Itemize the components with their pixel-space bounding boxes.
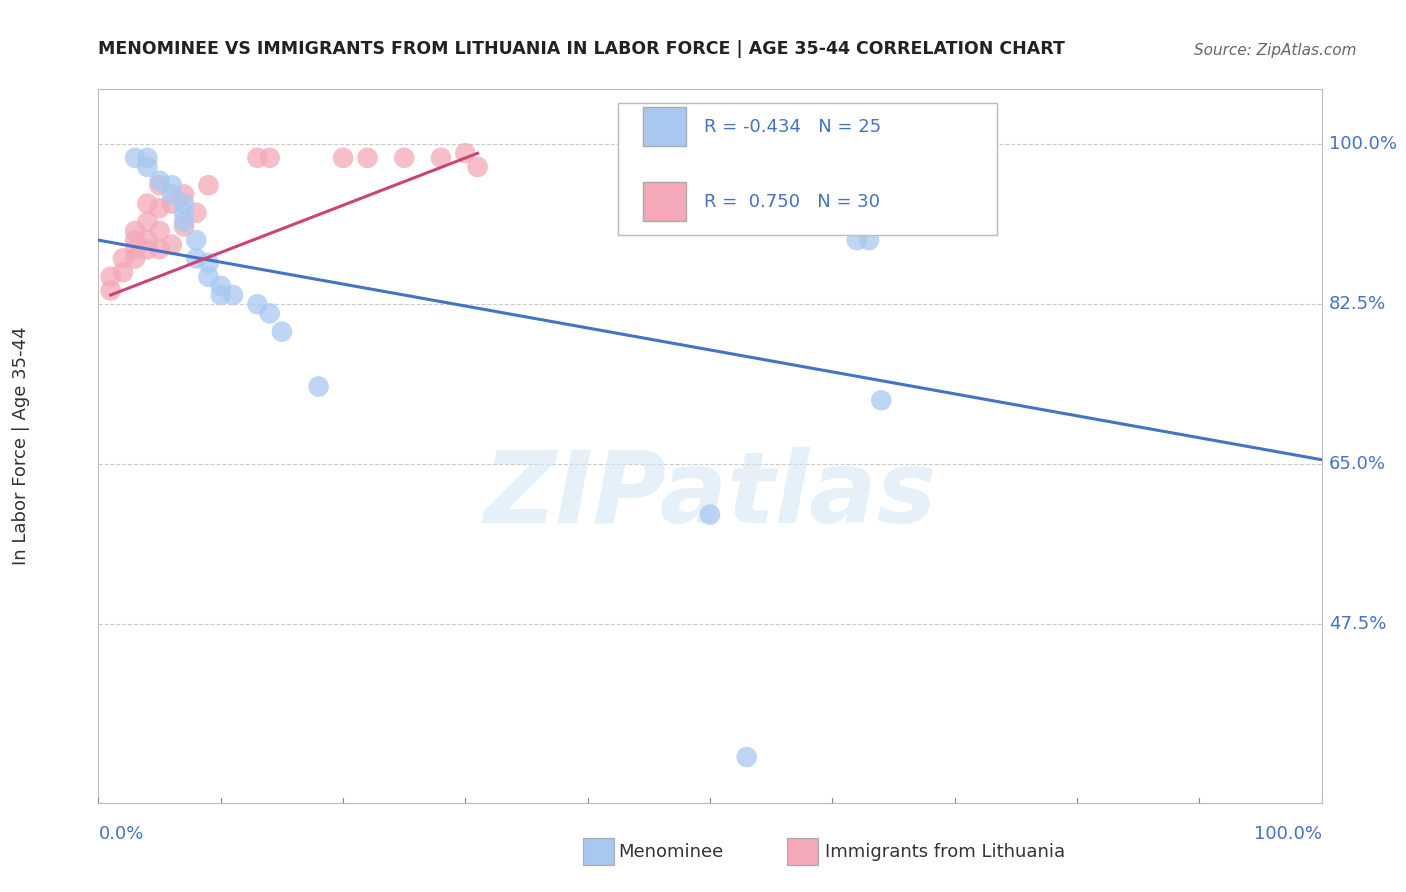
Point bbox=[136, 151, 159, 165]
Point bbox=[246, 151, 269, 165]
Point bbox=[160, 178, 183, 193]
Text: 100.0%: 100.0% bbox=[1329, 135, 1396, 153]
Text: R =  0.750   N = 30: R = 0.750 N = 30 bbox=[704, 193, 880, 211]
Point bbox=[149, 242, 172, 256]
Point bbox=[173, 196, 195, 211]
FancyBboxPatch shape bbox=[619, 103, 997, 235]
Point bbox=[699, 508, 721, 522]
Point bbox=[124, 252, 146, 266]
Point bbox=[136, 242, 159, 256]
Point bbox=[100, 269, 122, 284]
Text: In Labor Force | Age 35-44: In Labor Force | Age 35-44 bbox=[13, 326, 30, 566]
Point bbox=[467, 160, 489, 174]
Text: R = -0.434   N = 25: R = -0.434 N = 25 bbox=[704, 118, 882, 136]
Point bbox=[356, 151, 378, 165]
Point bbox=[259, 151, 281, 165]
Text: 47.5%: 47.5% bbox=[1329, 615, 1386, 633]
Point bbox=[454, 146, 477, 161]
Text: 82.5%: 82.5% bbox=[1329, 295, 1386, 313]
Point bbox=[186, 252, 208, 266]
Point bbox=[209, 279, 232, 293]
Point bbox=[308, 379, 330, 393]
Point bbox=[735, 750, 758, 764]
Text: Menominee: Menominee bbox=[619, 843, 724, 861]
Text: Immigrants from Lithuania: Immigrants from Lithuania bbox=[825, 843, 1066, 861]
Point bbox=[124, 233, 146, 247]
Point bbox=[430, 151, 453, 165]
FancyBboxPatch shape bbox=[643, 182, 686, 221]
Point bbox=[186, 233, 208, 247]
Text: 0.0%: 0.0% bbox=[98, 825, 143, 843]
Point bbox=[100, 284, 122, 298]
Point bbox=[173, 219, 195, 234]
Point bbox=[149, 201, 172, 215]
Point bbox=[149, 224, 172, 238]
Text: Source: ZipAtlas.com: Source: ZipAtlas.com bbox=[1194, 43, 1357, 58]
Point bbox=[259, 306, 281, 320]
Text: 100.0%: 100.0% bbox=[1254, 825, 1322, 843]
Point bbox=[845, 233, 868, 247]
Text: ZIPatlas: ZIPatlas bbox=[484, 448, 936, 544]
Point bbox=[197, 256, 219, 270]
Point bbox=[160, 196, 183, 211]
Point bbox=[186, 205, 208, 219]
Point bbox=[124, 242, 146, 256]
Point bbox=[270, 325, 294, 339]
Point bbox=[173, 215, 195, 229]
Text: 65.0%: 65.0% bbox=[1329, 455, 1386, 474]
Point bbox=[124, 224, 146, 238]
Point bbox=[124, 151, 146, 165]
Point bbox=[197, 178, 219, 193]
Point bbox=[149, 174, 172, 188]
Point bbox=[136, 233, 159, 247]
Point bbox=[136, 196, 159, 211]
Point bbox=[136, 215, 159, 229]
Point bbox=[111, 265, 134, 279]
FancyBboxPatch shape bbox=[643, 107, 686, 146]
Text: MENOMINEE VS IMMIGRANTS FROM LITHUANIA IN LABOR FORCE | AGE 35-44 CORRELATION CH: MENOMINEE VS IMMIGRANTS FROM LITHUANIA I… bbox=[98, 40, 1066, 58]
Point bbox=[111, 252, 134, 266]
Point bbox=[136, 160, 159, 174]
Point bbox=[870, 393, 893, 408]
Point bbox=[160, 237, 183, 252]
Point bbox=[332, 151, 354, 165]
Point bbox=[392, 151, 416, 165]
Point bbox=[173, 187, 195, 202]
Point bbox=[209, 288, 232, 302]
Point bbox=[173, 205, 195, 219]
Point bbox=[149, 178, 172, 193]
Point bbox=[858, 233, 880, 247]
Point bbox=[222, 288, 245, 302]
Point bbox=[160, 187, 183, 202]
Point bbox=[197, 269, 219, 284]
Point bbox=[246, 297, 269, 311]
